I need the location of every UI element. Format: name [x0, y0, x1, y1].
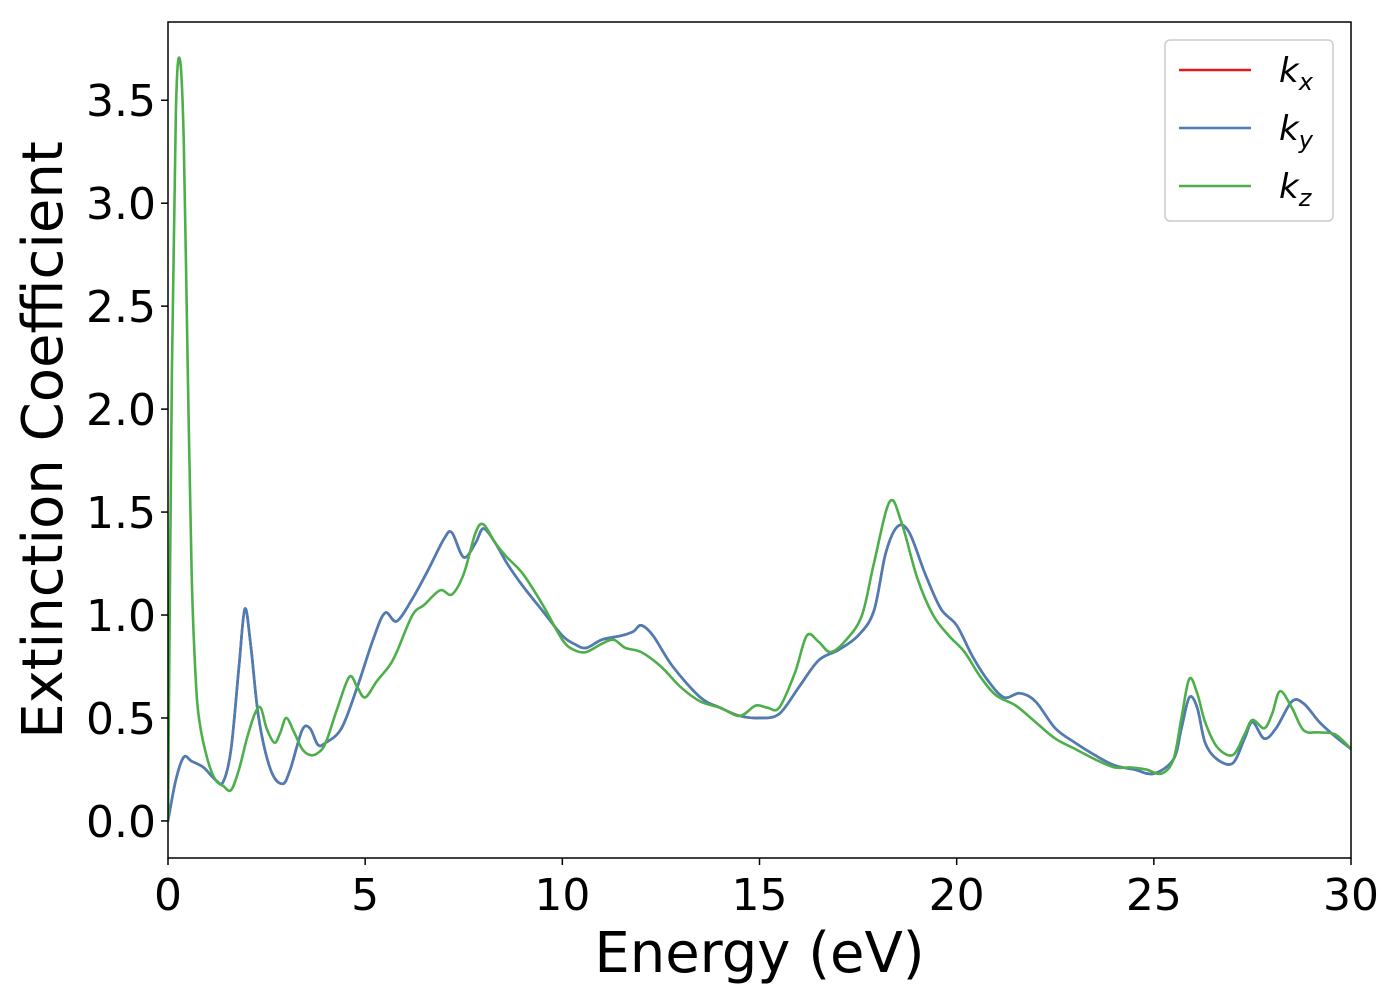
y-tick-label: 0.0 [86, 797, 156, 848]
legend-label-x: kx [1279, 51, 1314, 96]
legend-box [1164, 39, 1334, 222]
y-tick-label: 2.0 [86, 385, 156, 436]
legend: kx ky kz [1164, 39, 1334, 222]
x-tick-label: 15 [732, 870, 788, 921]
y-tick-label: 0.5 [86, 694, 156, 745]
y-tick-label: 3.5 [86, 76, 156, 127]
x-tick-label: 20 [929, 870, 985, 921]
series-line-z [168, 56, 1351, 823]
x-axis-ticks: 0 5 10 15 20 25 30 [154, 858, 1379, 921]
x-tick-label: 5 [351, 870, 379, 921]
series-line-x [168, 523, 1351, 823]
y-axis-title: Extinction Coefficient [11, 141, 76, 739]
y-tick-label: 2.5 [86, 282, 156, 333]
x-tick-label: 0 [154, 870, 182, 921]
y-tick-label: 3.0 [86, 179, 156, 230]
x-tick-label: 10 [534, 870, 590, 921]
x-tick-label: 25 [1126, 870, 1182, 921]
y-tick-label: 1.5 [86, 488, 156, 539]
y-axis-ticks: 0.0 0.5 1.0 1.5 2.0 2.5 3.0 3.5 [86, 76, 168, 848]
x-tick-label: 30 [1323, 870, 1379, 921]
series-line-y [168, 523, 1351, 823]
y-tick-label: 1.0 [86, 591, 156, 642]
legend-label-y: ky [1279, 109, 1314, 154]
plot-area [168, 56, 1351, 823]
x-axis-title: Energy (eV) [594, 921, 924, 986]
legend-label-z: kz [1279, 167, 1313, 212]
